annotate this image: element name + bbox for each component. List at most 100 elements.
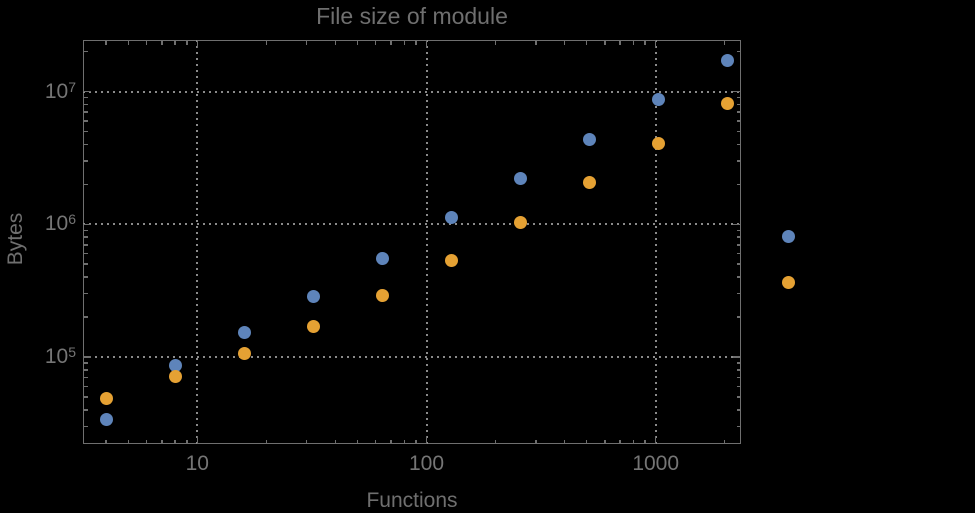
x-tick-mark xyxy=(563,439,566,444)
x-tick-mark xyxy=(535,439,537,444)
y-tick-mark xyxy=(83,96,88,99)
y-tick-mark xyxy=(83,409,88,411)
x-tick-mark xyxy=(585,40,588,45)
x-tick-mark xyxy=(723,40,726,45)
x-tick-mark xyxy=(265,439,268,444)
data-point-orange xyxy=(168,370,182,383)
data-point-blue xyxy=(444,211,458,225)
x-tick-mark xyxy=(186,40,188,45)
y-tick-mark xyxy=(83,244,88,246)
y-tick-mark xyxy=(83,223,91,225)
y-tick-mark xyxy=(83,292,88,295)
x-tick-label: 100 xyxy=(408,452,445,475)
y-tick-mark xyxy=(83,425,88,428)
x-tick-mark xyxy=(619,40,621,45)
y-tick-mark xyxy=(83,229,88,232)
y-tick-mark xyxy=(736,229,741,232)
x-tick-mark xyxy=(654,40,657,48)
x-tick-mark xyxy=(415,40,417,45)
x-tick-mark xyxy=(145,40,148,45)
x-tick-label: 1000 xyxy=(632,452,680,475)
y-tick-mark xyxy=(83,263,88,265)
x-tick-mark xyxy=(390,40,392,45)
y-tick-label: 105 xyxy=(44,344,76,368)
data-point-blue xyxy=(168,359,182,373)
x-tick-mark xyxy=(644,439,646,444)
x-tick-mark xyxy=(356,40,359,45)
y-tick-mark xyxy=(83,276,88,278)
y-tick-mark xyxy=(736,263,741,265)
x-tick-mark xyxy=(654,436,657,444)
x-tick-mark xyxy=(632,439,635,444)
y-gridline xyxy=(83,223,741,226)
x-tick-mark xyxy=(632,40,635,45)
y-tick-mark xyxy=(736,369,741,371)
y-tick-mark xyxy=(736,244,741,246)
y-tick-mark xyxy=(733,90,741,93)
y-tick-mark xyxy=(736,425,741,428)
y-tick-mark xyxy=(736,385,741,388)
y-tick-mark xyxy=(736,276,741,278)
x-tick-mark xyxy=(174,439,176,444)
x-tick-mark xyxy=(604,439,606,444)
y-tick-mark xyxy=(736,396,741,398)
x-tick-mark xyxy=(105,439,107,444)
x-tick-mark xyxy=(723,439,726,444)
y-tick-mark xyxy=(83,376,88,379)
y-tick-mark xyxy=(83,385,88,388)
x-tick-mark xyxy=(196,436,199,444)
y-tick-mark xyxy=(736,252,741,255)
y-tick-mark xyxy=(83,160,88,162)
x-tick-mark xyxy=(403,439,406,444)
x-tick-mark xyxy=(305,439,308,444)
data-point-orange xyxy=(99,391,113,405)
data-point-blue xyxy=(306,289,320,303)
y-tick-mark xyxy=(736,111,741,113)
x-tick-mark xyxy=(356,439,359,444)
data-point-blue xyxy=(720,54,734,68)
y-tick-mark xyxy=(83,316,88,318)
x-gridline xyxy=(196,40,199,444)
y-tick-mark xyxy=(83,130,88,133)
data-point-blue xyxy=(375,252,389,266)
data-point-orange xyxy=(720,97,734,110)
y-tick-mark xyxy=(736,130,741,133)
x-tick-mark xyxy=(390,439,392,444)
data-point-blue xyxy=(651,93,665,107)
data-point-orange xyxy=(782,275,796,289)
y-tick-mark xyxy=(733,223,741,225)
x-tick-mark xyxy=(196,40,199,48)
y-tick-mark xyxy=(83,120,88,122)
y-tick-mark xyxy=(736,160,741,162)
y-tick-mark xyxy=(83,369,88,371)
x-tick-mark xyxy=(374,439,377,444)
x-gridline xyxy=(425,40,428,444)
x-tick-mark xyxy=(161,439,163,444)
y-tick-label: 106 xyxy=(44,211,76,236)
y-tick-mark xyxy=(736,50,741,53)
data-point-orange xyxy=(651,136,665,150)
x-tick-mark xyxy=(145,439,148,444)
data-point-orange xyxy=(306,319,320,333)
data-point-orange xyxy=(513,216,527,230)
y-tick-mark xyxy=(83,362,88,364)
y-tick-mark xyxy=(736,409,741,411)
y-tick-mark xyxy=(83,396,88,398)
x-tick-mark xyxy=(161,40,163,45)
y-tick-mark xyxy=(83,50,88,53)
x-tick-mark xyxy=(585,439,588,444)
x-tick-mark xyxy=(265,40,268,45)
y-tick-mark xyxy=(83,143,88,146)
data-point-blue xyxy=(513,172,527,186)
x-tick-mark xyxy=(305,40,308,45)
x-tick-mark xyxy=(425,40,428,48)
x-tick-mark xyxy=(186,439,188,444)
y-tick-mark xyxy=(736,96,741,99)
x-tick-mark xyxy=(604,40,606,45)
x-tick-mark xyxy=(563,40,566,45)
data-point-orange xyxy=(444,254,458,268)
x-tick-mark xyxy=(105,40,107,45)
x-tick-mark xyxy=(425,436,428,444)
y-gridline xyxy=(83,90,741,93)
